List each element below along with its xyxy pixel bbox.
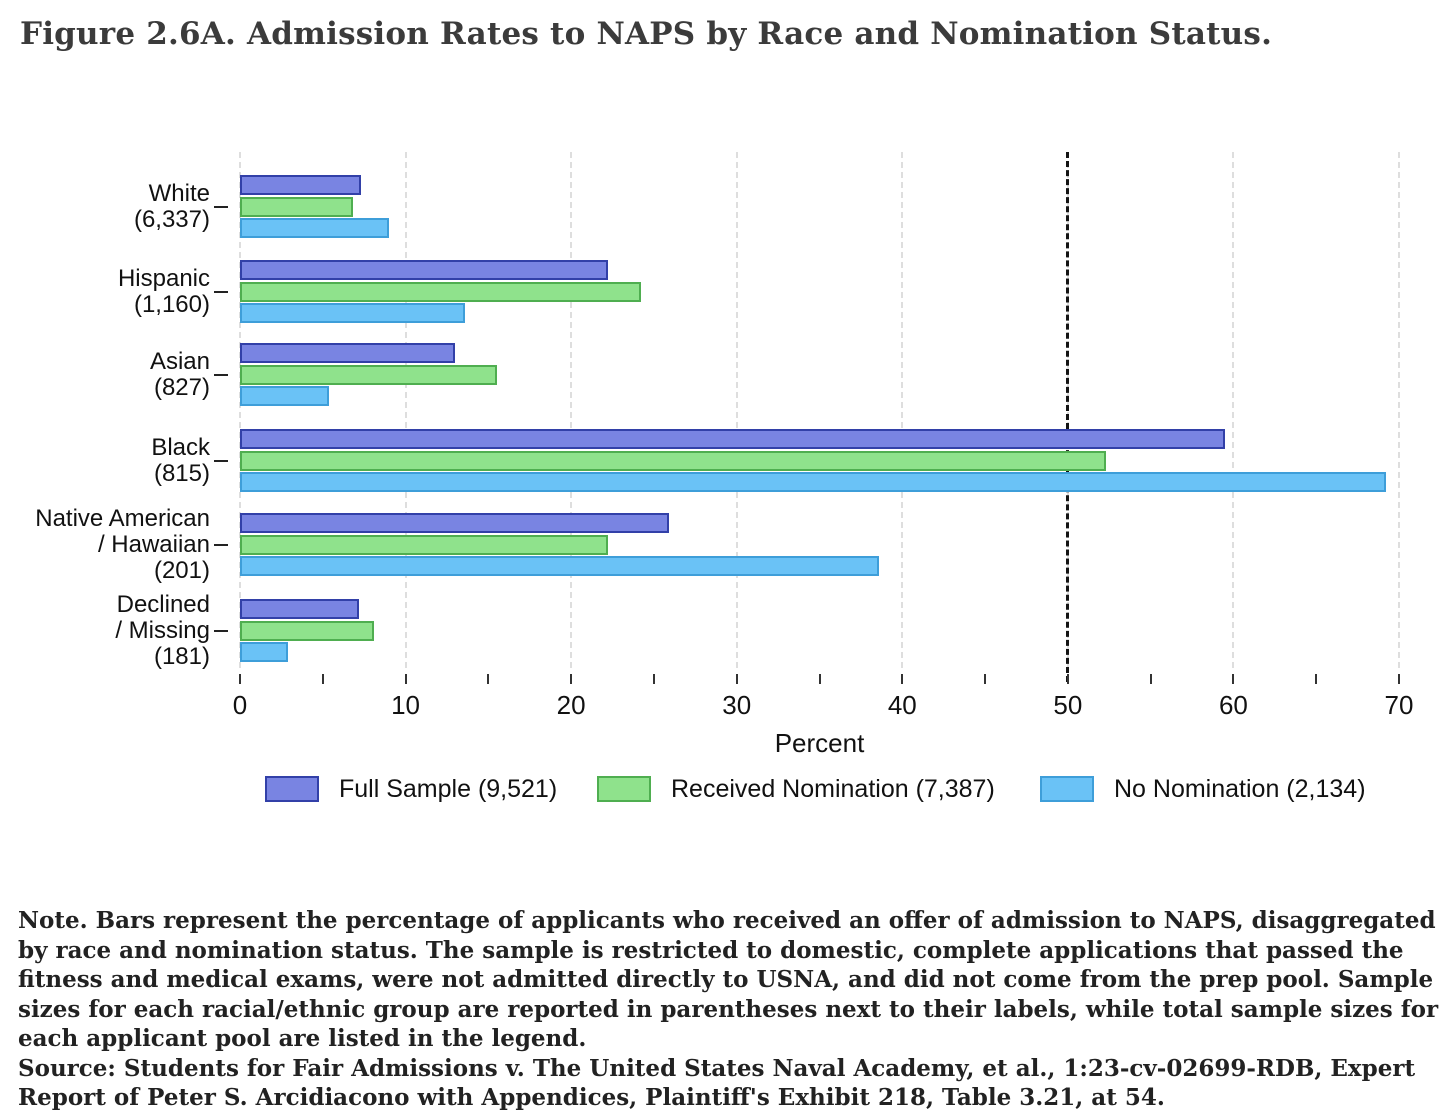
x-tick-label-30: 30 <box>722 690 752 720</box>
bar-series2-cat1 <box>240 196 353 217</box>
legend-label-series1: Full Sample (9,521) <box>339 775 558 803</box>
gridline-10 <box>404 152 407 668</box>
category-label-6: Declined / Missing (181) <box>115 590 210 670</box>
x-axis-title: Percent <box>774 728 865 758</box>
source-text: Source: Students for Fair Admissions v. … <box>18 1054 1416 1112</box>
x-tick-40 <box>901 674 904 684</box>
gridline-70 <box>1398 152 1400 668</box>
bar-series1-cat5 <box>240 513 669 533</box>
x-tick-label-20: 20 <box>556 690 586 720</box>
bar-series3-cat6 <box>240 642 289 662</box>
x-tick-label-50: 50 <box>1053 690 1083 720</box>
legend-label-series2: Received Nomination (7,387) <box>671 775 995 803</box>
legend-swatch-series2 <box>597 776 651 802</box>
legend-swatch-series1 <box>265 776 319 802</box>
chart-title: Figure 2.6A. Admission Rates to NAPS by … <box>20 16 1273 52</box>
legend-label-series3: No Nomination (2,134) <box>1114 775 1366 803</box>
reference-line-50 <box>1066 152 1070 682</box>
bar-series3-cat3 <box>240 386 330 406</box>
x-tick-45 <box>984 674 987 684</box>
bar-series2-cat4 <box>240 450 1106 471</box>
bar-series3-cat2 <box>240 303 466 323</box>
x-tick-70 <box>1398 674 1400 684</box>
x-tick-label-70: 70 <box>1384 690 1414 720</box>
x-tick-label-60: 60 <box>1218 690 1248 720</box>
bar-series1-cat4 <box>240 429 1226 449</box>
bar-chart-plot-area: White (6,337) Hispanic (1,160) Asian (827) Bla… <box>35 152 1414 803</box>
x-tick-label-10: 10 <box>391 690 421 720</box>
x-tick-20 <box>570 674 573 684</box>
x-tick-10 <box>404 674 407 684</box>
category-tick-1 <box>214 205 228 208</box>
bar-series1-cat1 <box>240 175 361 195</box>
bar-series2-cat6 <box>240 620 375 641</box>
x-tick-35 <box>818 674 821 684</box>
x-tick-25 <box>652 674 655 684</box>
x-tick-65 <box>1315 674 1318 684</box>
x-tick-label-0: 0 <box>232 690 248 720</box>
bar-series1-cat2 <box>240 260 608 280</box>
bar-series2-cat3 <box>240 364 497 385</box>
legend-swatch-series3 <box>1040 776 1094 802</box>
category-label-5: Native American / Hawaiian (201) <box>35 504 210 584</box>
x-tick-30 <box>735 674 738 684</box>
category-tick-4 <box>214 459 228 462</box>
bar-series2-cat2 <box>240 281 641 302</box>
x-tick-50 <box>1066 674 1069 684</box>
category-tick-2 <box>214 290 228 293</box>
x-tick-label-40: 40 <box>887 690 917 720</box>
gridline-40 <box>901 152 904 668</box>
gridline-0 <box>239 152 241 668</box>
category-label-4: Black (815) <box>151 433 210 487</box>
gridline-20 <box>570 152 573 668</box>
figure-notes: Note. Bars represent the percentage of a… <box>18 906 1442 1113</box>
category-label-2: Hispanic (1,160) <box>117 264 210 318</box>
category-tick-6 <box>214 629 228 632</box>
x-tick-15 <box>487 674 490 684</box>
x-tick-60 <box>1232 674 1235 684</box>
bar-series1-cat6 <box>240 599 360 619</box>
bar-series2-cat5 <box>240 534 608 555</box>
note-text: Note. Bars represent the percentage of a… <box>18 907 1439 1052</box>
x-tick-55 <box>1149 674 1152 684</box>
category-tick-3 <box>214 373 228 376</box>
category-label-3: Asian (827) <box>149 347 210 401</box>
gridline-30 <box>735 152 738 668</box>
category-label-1: White (6,337) <box>133 179 210 233</box>
x-tick-5 <box>321 674 324 684</box>
bar-series3-cat5 <box>240 556 880 576</box>
bar-series3-cat4 <box>240 472 1386 492</box>
gridline-60 <box>1232 152 1235 668</box>
bar-series1-cat3 <box>240 343 456 363</box>
bar-series3-cat1 <box>240 218 389 238</box>
category-tick-5 <box>214 543 228 546</box>
x-tick-0 <box>239 674 241 684</box>
